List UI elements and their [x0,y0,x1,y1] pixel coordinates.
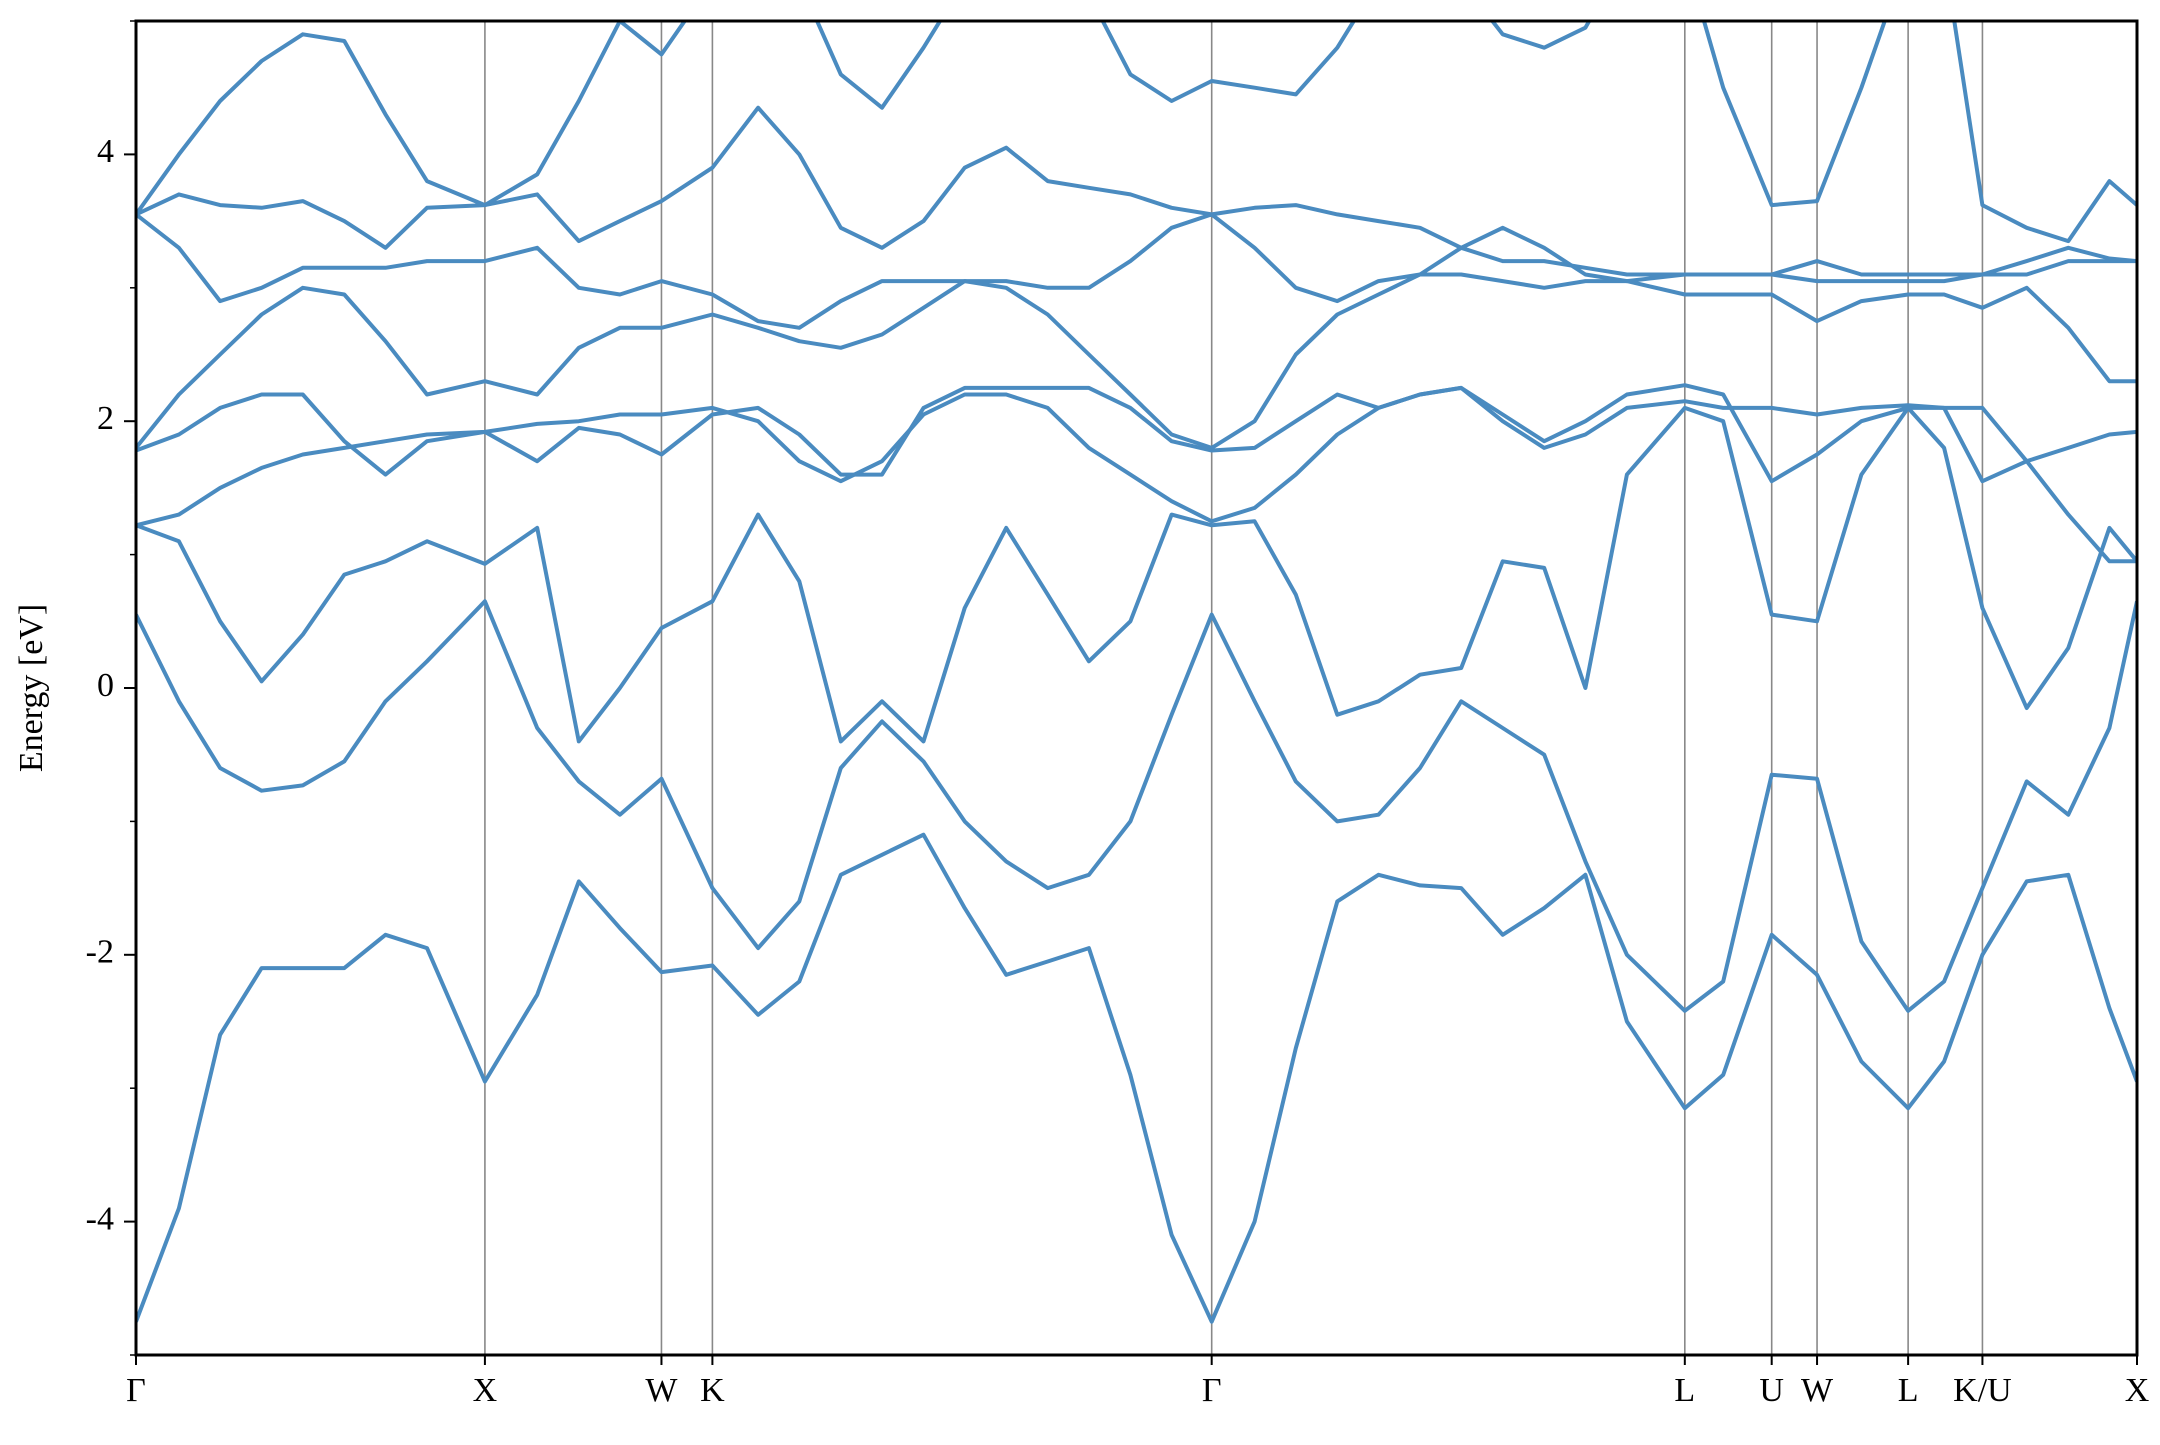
y-tick-label: -2 [86,934,114,971]
x-tick-label: Γ [1202,1372,1222,1409]
x-tick-label: X [2125,1372,2150,1409]
y-tick-label: 0 [97,667,114,704]
x-tick-label: X [473,1372,498,1409]
band-line [136,383,2137,484]
x-tick-label: L [1674,1372,1695,1409]
x-tick-label: Γ [126,1372,146,1409]
band-line [136,405,2137,744]
x-tick-label: K/U [1953,1372,2012,1409]
band-line [136,599,2137,1013]
bands [136,21,2137,1324]
x-tick-label: L [1898,1372,1919,1409]
x-tick-label: U [1759,1372,1784,1409]
x-tick-label: W [1801,1372,1834,1409]
plot-frame [134,19,2139,1357]
y-axis-label: Energy [eV] [13,604,50,772]
y-tick-label: -4 [86,1200,114,1237]
x-tick-label: W [645,1372,678,1409]
band-line [136,212,2137,330]
band-line [136,832,2137,1324]
band-line [136,21,2137,244]
band-line [136,225,2137,450]
y-tick-label: 2 [97,400,114,437]
band-line [136,105,2137,277]
y-tick-label: 4 [97,133,114,170]
x-tick-label: K [700,1372,725,1409]
